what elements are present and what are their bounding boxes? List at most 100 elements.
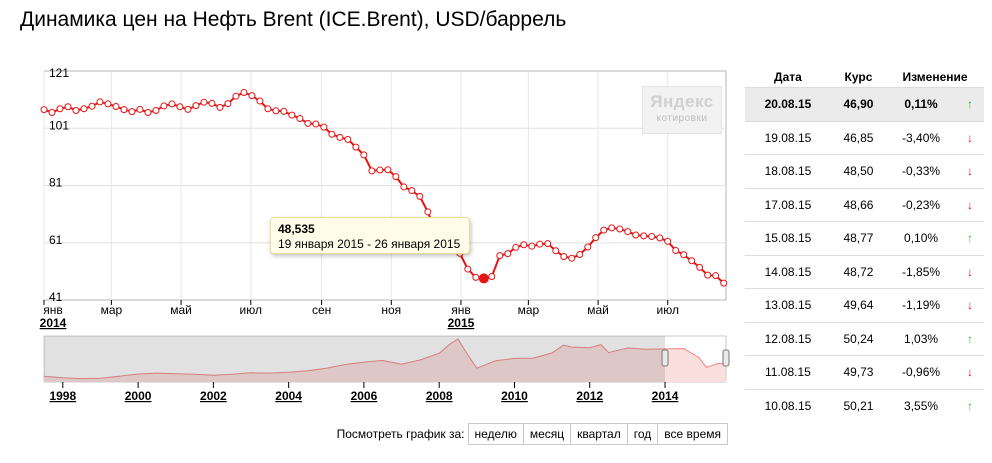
quote-row[interactable]: 13.08.15 49,64 -1,19% ↓ [745,288,984,322]
quote-row[interactable]: 19.08.15 46,85 -3,40% ↓ [745,120,984,155]
price-point [88,102,96,110]
price-point [344,135,352,143]
x-year-label: 2015 [448,316,475,330]
quote-date: 20.08.15 [745,87,831,121]
quote-date: 11.08.15 [745,355,831,389]
price-point [168,100,176,108]
arrow-up-icon: ↑ [956,388,984,422]
x-tick-label: мар [518,303,540,317]
quote-rate: 48,77 [830,221,887,255]
price-point [408,187,416,195]
price-point [72,107,80,115]
range-quarter-button[interactable]: квартал [570,423,628,445]
quote-date: 10.08.15 [745,388,831,422]
range-month-button[interactable]: месяц [522,423,572,445]
arrow-down-icon: ↓ [956,355,984,389]
quote-change: -1,19% [886,288,956,322]
x-tick-label: ноя [381,303,401,317]
price-point [280,107,288,115]
price-point [232,92,240,100]
quote-row[interactable]: 18.08.15 48,50 -0,33% ↓ [745,154,984,188]
main-chart-x-axis: янв мар май июл сен ноя янв мар май июл 2014 2015 [40,300,679,330]
navigator-year-label: 2006 [351,389,378,403]
price-point [176,103,184,111]
arrow-down-icon: ↓ [956,254,984,289]
price-point [120,106,128,114]
quote-rate: 48,66 [830,187,887,222]
navigator-right-handle[interactable] [722,349,730,367]
price-point [544,240,552,248]
y-tick-label: 81 [49,176,63,190]
quote-row[interactable]: 20.08.15 46,90 0,11% ↑ [745,87,984,121]
price-point [560,252,568,260]
price-point [56,105,64,113]
quote-row[interactable]: 12.08.15 50,24 1,03% ↑ [745,321,984,356]
price-point [48,109,56,117]
navigator-selection [44,336,730,382]
price-point [584,243,592,251]
price-point [416,192,424,200]
price-point [112,102,120,110]
arrow-up-icon: ↑ [956,221,984,255]
navigator-series [43,335,727,383]
x-tick-label: янв [451,303,471,317]
main-chart-series [40,88,728,287]
price-point [464,265,472,273]
price-point [528,242,536,250]
quote-row[interactable]: 11.08.15 49,73 -0,96% ↓ [745,355,984,389]
price-point [208,99,216,107]
quote-date: 15.08.15 [745,221,831,255]
price-point [240,88,248,96]
price-point [600,226,608,234]
arrow-up-icon: ↑ [956,321,984,356]
range-week-button[interactable]: неделю [467,423,524,445]
highlighted-point[interactable] [478,273,489,284]
price-point [192,102,200,110]
price-point [184,105,192,113]
price-point [424,208,432,216]
price-point [392,173,400,181]
price-point [40,106,48,114]
price-point [488,273,496,281]
navigator-year-label: 2004 [275,389,302,403]
quote-row[interactable]: 10.08.15 50,21 3,55% ↑ [745,388,984,422]
yandex-watermark: Яндекс котировки [642,86,722,134]
tooltip-date-range: 19 января 2015 - 26 января 2015 [278,237,461,251]
range-year-button[interactable]: год [626,423,659,445]
price-point [656,234,664,242]
price-point [672,246,680,254]
navigator-year-label: 2000 [125,389,152,403]
page-title: Динамика цен на Нефть Brent (ICE.Brent),… [20,8,567,31]
range-all-time-button[interactable]: все время [657,423,728,445]
y-tick-label: 121 [49,66,69,80]
price-point [256,97,264,105]
price-point [360,151,368,159]
header-change: Изменение [902,70,968,84]
navigator-line [43,338,726,380]
quote-row[interactable]: 17.08.15 48,66 -0,23% ↓ [745,187,984,222]
x-tick-label: мар [101,303,123,317]
header-date: Дата [774,70,802,84]
price-point [320,123,328,131]
main-price-chart[interactable]: 121 101 81 61 41 янв мар май июл сен ноя янв мар май… [0,62,735,332]
price-point [144,109,152,117]
price-point [704,271,712,279]
price-point [512,243,520,251]
navigator-year-label: 2010 [501,389,528,403]
navigator-left-handle[interactable] [661,349,669,367]
x-tick-label: май [587,303,609,317]
price-point [688,257,696,265]
price-point [720,279,728,287]
quote-date: 19.08.15 [745,120,831,155]
header-rate: Курс [844,70,873,84]
navigator-chart[interactable]: 1998 2000 2002 2004 2006 2008 2010 2012 2014 [0,330,735,410]
quote-change: 3,55% [886,388,956,422]
price-point [664,237,672,245]
x-tick-label: май [170,303,192,317]
quote-row[interactable]: 15.08.15 48,77 0,10% ↑ [745,221,984,255]
price-point [592,234,600,242]
quote-rate: 48,72 [830,254,887,289]
price-point [376,166,384,174]
quote-row[interactable]: 14.08.15 48,72 -1,85% ↓ [745,254,984,289]
arrow-down-icon: ↓ [956,288,984,322]
